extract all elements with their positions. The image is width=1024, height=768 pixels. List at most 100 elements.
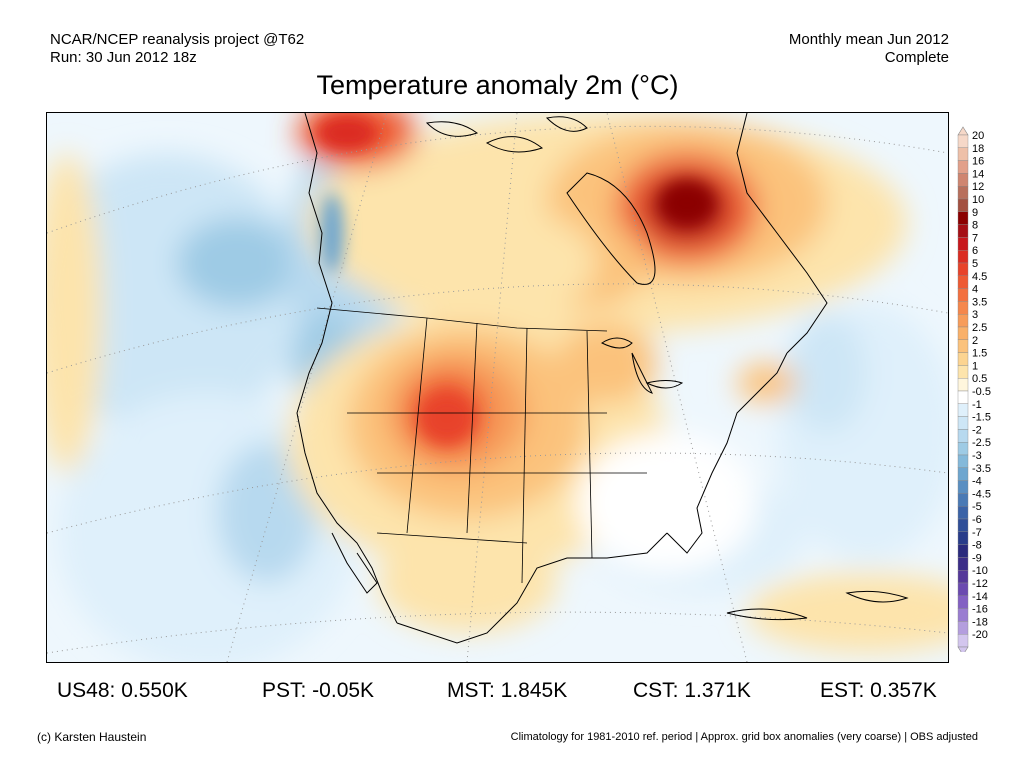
borders [316, 307, 647, 584]
legend-label: 1.5 [972, 348, 987, 360]
legend-label: -3.5 [972, 463, 991, 475]
legend-label: -2 [972, 424, 982, 436]
run-label: Run: 30 Jun 2012 18z [50, 49, 197, 66]
legend-label: 2 [972, 335, 978, 347]
legend-label: -3 [972, 450, 982, 462]
stat-mst: MST: 1.845K [447, 679, 568, 702]
stats-row: US48: 0.550K PST: -0.05K MST: 1.845K CST… [0, 679, 1024, 705]
legend-label: 3.5 [972, 296, 987, 308]
legend-label: -4 [972, 476, 982, 488]
legend-swatch [957, 339, 969, 353]
legend-swatch [957, 352, 969, 366]
anomaly-field [47, 113, 948, 662]
legend-swatch [957, 403, 969, 417]
stat-est: EST: 0.357K [820, 679, 937, 702]
legend-label: 10 [972, 194, 984, 206]
legend-swatch [957, 249, 969, 264]
legend-label: 7 [972, 232, 978, 244]
legend-swatch [957, 621, 969, 635]
legend-swatch [957, 531, 969, 545]
legend-label: -1.5 [972, 412, 991, 424]
status-label: Complete [884, 49, 949, 66]
legend-swatch [957, 173, 969, 187]
legend-swatch [957, 211, 969, 225]
stat-cst: CST: 1.371K [633, 679, 751, 702]
legend-label: 20 [972, 130, 984, 142]
legend-label: -7 [972, 527, 982, 539]
legend-label: 5 [972, 258, 978, 270]
legend-swatch [957, 365, 969, 379]
legend-label: -20 [972, 629, 988, 641]
legend-swatch [957, 570, 969, 584]
stat-us48: US48: 0.550K [57, 679, 188, 702]
legend-label: 1 [972, 360, 978, 372]
legend-swatch [957, 480, 969, 494]
stat-pst: PST: -0.05K [262, 679, 375, 702]
header-right: Monthly mean Jun 2012 Complete [789, 31, 949, 67]
legend-label: -8 [972, 540, 982, 552]
legend-label: -18 [972, 616, 988, 628]
legend-swatch [957, 237, 969, 251]
legend-label: 14 [972, 168, 984, 180]
period-label: Monthly mean Jun 2012 [788, 31, 949, 48]
legend-top-arrow [957, 126, 969, 136]
legend-swatch [957, 301, 969, 315]
legend-swatch [957, 275, 969, 289]
legend-label: 16 [972, 156, 984, 168]
legend-swatch [957, 224, 969, 238]
legend-label: -5 [972, 501, 982, 513]
legend-label: 6 [972, 245, 978, 257]
legend-swatch [957, 390, 969, 405]
legend-swatch [957, 582, 969, 597]
legend-swatch [957, 326, 969, 341]
legend-swatch [957, 595, 969, 609]
legend-swatch [957, 442, 969, 456]
legend-bottom-arrow [957, 646, 969, 656]
legend-label: -4.5 [972, 488, 991, 500]
coastlines [296, 113, 909, 644]
anomaly-map [46, 112, 949, 663]
legend-label: -2.5 [972, 437, 991, 449]
legend-swatch [957, 518, 969, 533]
legend-label: 0.5 [972, 373, 987, 385]
legend-label: 9 [972, 207, 978, 219]
legend-swatch [957, 557, 969, 571]
legend-label: 3 [972, 309, 978, 321]
map-title: Temperature anomaly 2m (°C) [316, 70, 679, 100]
legend-swatch [957, 198, 969, 213]
legend-label: 8 [972, 220, 978, 232]
legend-swatch [957, 416, 969, 430]
legend-swatch [957, 186, 969, 200]
header-left: NCAR/NCEP reanalysis project @T62 Run: 3… [50, 31, 304, 67]
graticule [47, 113, 948, 662]
color-legend: 20 18 16 14 12 10 9 8 7 6 5 4.5 4 3.5 3 2.5 2 1.5 1 0.5 -0.5… [956, 126, 1024, 656]
legend-swatch [957, 467, 969, 481]
legend-label: 2.5 [972, 322, 987, 334]
legend-swatch [957, 313, 969, 328]
legend-swatch [957, 134, 969, 149]
legend-swatch [957, 288, 969, 302]
map-svg [47, 113, 948, 662]
legend-swatch [957, 608, 969, 622]
legend-label: 12 [972, 181, 984, 193]
legend-swatch [957, 377, 969, 392]
model-label: NCAR/NCEP reanalysis project @T62 [50, 31, 305, 48]
legend-label: -9 [972, 552, 982, 564]
legend-swatch [957, 262, 969, 277]
legend-swatch [957, 493, 969, 507]
legend-swatch [957, 506, 969, 520]
footnote-text: Climatology for 1981-2010 ref. period | … [510, 731, 978, 743]
legend-swatch [957, 634, 969, 648]
legend-label: -0.5 [972, 386, 991, 398]
legend-label: -12 [972, 578, 988, 590]
legend-label: -14 [972, 591, 988, 603]
legend-label: 4 [972, 284, 978, 296]
legend-label: -6 [972, 514, 982, 526]
legend-label: 4.5 [972, 271, 987, 283]
legend-swatch [957, 160, 969, 174]
legend-svg: 201816141210987654.543.532.521.510.5-0.5… [957, 126, 991, 656]
legend-swatch [957, 454, 969, 469]
legend-swatch [957, 147, 969, 161]
legend-label: -10 [972, 565, 988, 577]
legend-label: -16 [972, 604, 988, 616]
